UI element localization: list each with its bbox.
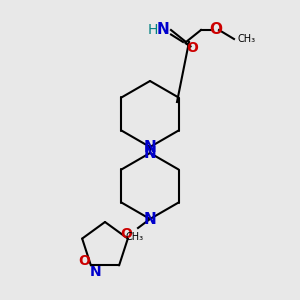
- Text: N: N: [144, 212, 156, 226]
- Text: N: N: [157, 22, 170, 38]
- Text: O: O: [186, 41, 198, 55]
- Text: H: H: [148, 23, 158, 37]
- Text: N: N: [90, 265, 102, 278]
- Text: CH₃: CH₃: [126, 232, 144, 242]
- Text: O: O: [78, 254, 90, 268]
- Text: O: O: [120, 227, 132, 241]
- Text: O: O: [209, 22, 223, 38]
- Text: N: N: [144, 140, 156, 154]
- Text: N: N: [144, 146, 156, 160]
- Text: CH₃: CH₃: [237, 34, 255, 44]
